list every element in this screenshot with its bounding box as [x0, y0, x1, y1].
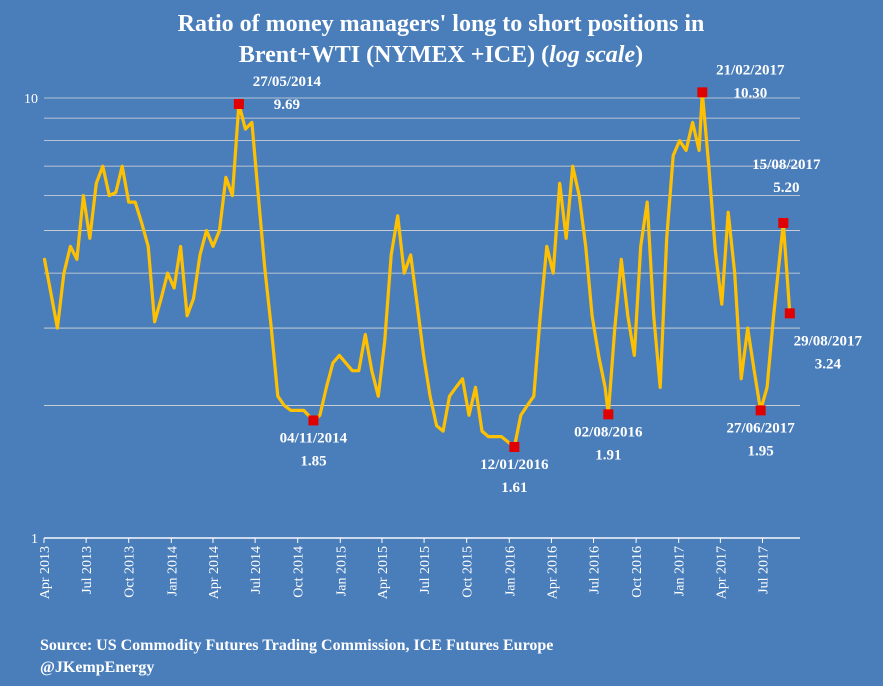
x-tick-label: Jan 2017	[673, 546, 688, 596]
annotation-date: 15/08/2017	[752, 157, 821, 173]
title-line-2-suffix: )	[635, 42, 643, 68]
x-tick-label: Jan 2016	[503, 546, 518, 596]
x-tick-label: Jul 2014	[249, 546, 264, 594]
source-line-2: @JKempEnergy	[40, 659, 154, 676]
annotation-value: 1.61	[501, 480, 527, 496]
y-axis: 1 10	[24, 92, 38, 547]
x-tick-label: Oct 2016	[630, 546, 645, 598]
annotation-value: 9.69	[274, 97, 300, 113]
annotation-value: 10.30	[733, 85, 767, 101]
source-line-1: Source: US Commodity Futures Trading Com…	[40, 637, 553, 654]
annotation-value: 1.91	[595, 447, 621, 463]
series-line	[42, 90, 792, 449]
title-line-2-italic: log scale	[549, 42, 635, 68]
x-tick-label: Oct 2014	[292, 546, 307, 598]
annotation-date: 29/08/2017	[794, 333, 863, 349]
x-tick-label: Jul 2013	[80, 546, 95, 594]
annotation-date: 27/06/2017	[726, 420, 795, 436]
annotation-value: 1.85	[300, 453, 326, 469]
annotation-date: 12/01/2016	[480, 457, 549, 473]
annotation-marker	[778, 217, 789, 228]
annotation-marker	[697, 87, 708, 98]
annotation-marker	[509, 441, 520, 452]
x-tick-label: Apr 2015	[376, 546, 391, 599]
annotation-value: 3.24	[815, 356, 842, 372]
x-tick-label: Apr 2013	[38, 546, 53, 599]
y-tick-label: 10	[24, 92, 38, 107]
x-tick-label: Jul 2017	[757, 546, 772, 594]
annotation-marker	[233, 99, 244, 110]
x-tick-label: Apr 2014	[207, 546, 222, 599]
x-tick-label: Jul 2016	[588, 546, 603, 594]
gridlines	[44, 97, 800, 539]
chart-title: Ratio of money managers' long to short p…	[178, 11, 705, 68]
x-tick-label: Jan 2015	[334, 546, 349, 596]
x-tick-label: Jan 2014	[165, 546, 180, 596]
annotation-value: 1.95	[748, 443, 774, 459]
title-line-1: Ratio of money managers' long to short p…	[178, 11, 705, 37]
x-tick-label: Oct 2015	[461, 546, 476, 598]
title-line-2: Brent+WTI (NYMEX +ICE) (log scale)	[239, 42, 643, 68]
annotation-date: 04/11/2014	[280, 430, 348, 446]
source-note: Source: US Commodity Futures Trading Com…	[40, 637, 553, 676]
annotation-marker	[755, 405, 766, 416]
x-axis: Apr 2013 Jul 2013 Oct 2013 Jan 2014 Apr 2014…	[38, 537, 800, 599]
annotation-labels: 27/05/2014 9.69 04/11/2014 1.85 12/01/2016 1.…	[253, 62, 863, 496]
y-tick-label: 1	[31, 532, 38, 547]
annotation-date: 21/02/2017	[716, 62, 785, 78]
x-tick-label: Apr 2017	[714, 546, 729, 599]
title-line-2-prefix: Brent+WTI (NYMEX +ICE) (	[239, 42, 549, 68]
annotation-marker	[784, 308, 795, 319]
annotation-value: 5.20	[773, 180, 799, 196]
annotation-date: 02/08/2016	[574, 424, 643, 440]
annotation-marker	[308, 415, 319, 426]
annotation-date: 27/05/2014	[253, 74, 322, 90]
annotation-markers	[233, 87, 795, 452]
annotation-marker	[603, 409, 614, 420]
x-tick-label: Apr 2016	[545, 546, 560, 599]
x-tick-label: Jul 2015	[418, 546, 433, 594]
x-tick-label: Oct 2013	[123, 546, 138, 598]
